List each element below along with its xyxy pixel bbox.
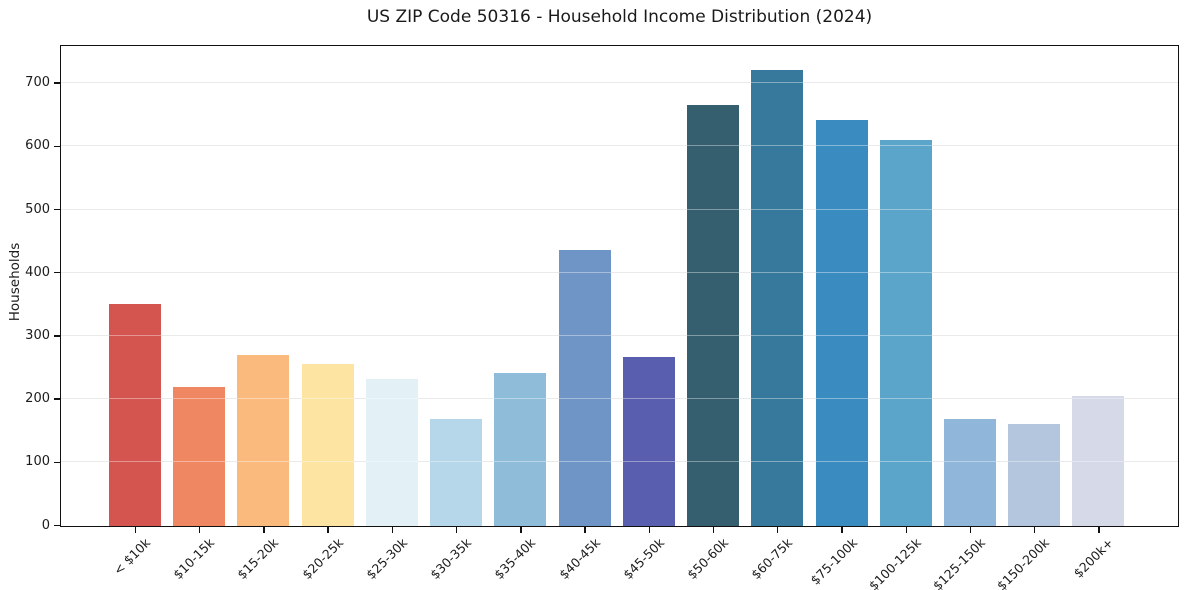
bar: [558, 249, 611, 526]
x-tick-label: $75-100k: [806, 535, 860, 588]
gridline: [61, 208, 1178, 210]
y-tick-mark: [54, 461, 60, 463]
x-tick-mark: [905, 527, 907, 533]
bar: [365, 379, 418, 526]
gridline: [61, 82, 1178, 84]
x-tick-mark: [777, 527, 779, 533]
gridlines-layer: [61, 46, 1178, 526]
gridlines-overlay-layer: [61, 46, 1178, 526]
gridline-overlay: [61, 271, 1178, 273]
x-tick-mark: [969, 527, 972, 533]
gridline-overlay: [61, 461, 1178, 463]
gridline: [61, 145, 1178, 147]
gridline-overlay: [61, 82, 1178, 84]
x-tick-label: $45-50k: [619, 535, 667, 583]
gridline: [61, 271, 1178, 273]
bar: [1008, 423, 1061, 526]
chart-title: US ZIP Code 50316 - Household Income Dis…: [366, 7, 873, 27]
x-tick-label: $10-15k: [170, 535, 218, 583]
x-tick-mark: [327, 527, 329, 533]
x-tick-mark: [712, 527, 715, 533]
y-tick-label: 300: [25, 327, 50, 343]
bar: [622, 357, 675, 526]
y-tick-label: 100: [25, 454, 50, 470]
x-tick-label: < $10k: [110, 535, 154, 578]
bar: [109, 304, 161, 526]
bar: [751, 70, 804, 526]
x-tick-label: $50-60k: [684, 535, 732, 583]
x-tick-label: $30-35k: [427, 535, 475, 583]
plot-area: [60, 45, 1179, 527]
y-tick-label: 500: [25, 201, 50, 217]
y-tick-label: 0: [41, 517, 50, 533]
bar: [173, 387, 226, 526]
bar: [301, 363, 354, 526]
y-tick-label: 600: [25, 138, 50, 154]
x-tick-label: $25-30k: [362, 535, 411, 583]
y-tick-mark: [54, 82, 60, 84]
x-tick-label: $60-75k: [748, 535, 796, 583]
gridline: [61, 461, 1178, 463]
y-tick-label: 700: [25, 75, 50, 91]
bar: [815, 119, 868, 526]
x-tick-mark: [1034, 527, 1036, 533]
x-tick-label: $200k+: [1070, 535, 1117, 581]
x-tick-mark: [455, 527, 458, 533]
y-tick-mark: [54, 272, 60, 274]
y-tick-label: 400: [25, 264, 50, 280]
y-tick-mark: [54, 208, 60, 211]
y-tick-mark: [54, 335, 60, 337]
x-tick-label: $15-20k: [234, 535, 282, 583]
x-tick-mark: [841, 527, 843, 533]
gridline-overlay: [61, 208, 1178, 210]
x-tick-label: $125-150k: [929, 535, 989, 590]
x-tick-label: $20-25k: [298, 535, 346, 583]
bar: [494, 373, 547, 526]
y-tick-mark: [54, 398, 60, 400]
bar: [1072, 395, 1125, 526]
bar: [879, 139, 932, 526]
bar: [430, 418, 483, 526]
x-tick-mark: [520, 527, 522, 533]
x-tick-mark: [134, 527, 137, 533]
y-axis-label: Households: [7, 242, 23, 322]
x-tick-mark: [648, 527, 651, 533]
bars-layer: [61, 46, 1178, 526]
x-tick-mark: [391, 527, 394, 533]
x-tick-mark: [1098, 527, 1100, 533]
bar: [237, 354, 290, 526]
x-tick-mark: [263, 527, 265, 533]
x-tick-label: $100-125k: [865, 535, 924, 590]
gridline-overlay: [61, 334, 1178, 336]
x-tick-label: $40-45k: [555, 535, 603, 583]
gridline-overlay: [61, 145, 1178, 147]
gridline: [61, 398, 1178, 400]
y-tick-mark: [54, 145, 60, 148]
y-tick-label: 200: [25, 391, 50, 407]
x-tick-label: $35-40k: [491, 535, 539, 583]
x-tick-mark: [584, 527, 586, 533]
gridline-overlay: [61, 398, 1178, 400]
bar: [943, 418, 996, 526]
x-tick-label: $150-200k: [994, 535, 1053, 590]
bar: [687, 104, 740, 526]
y-tick-mark: [54, 524, 60, 527]
gridline: [61, 334, 1178, 336]
x-tick-mark: [199, 527, 201, 533]
